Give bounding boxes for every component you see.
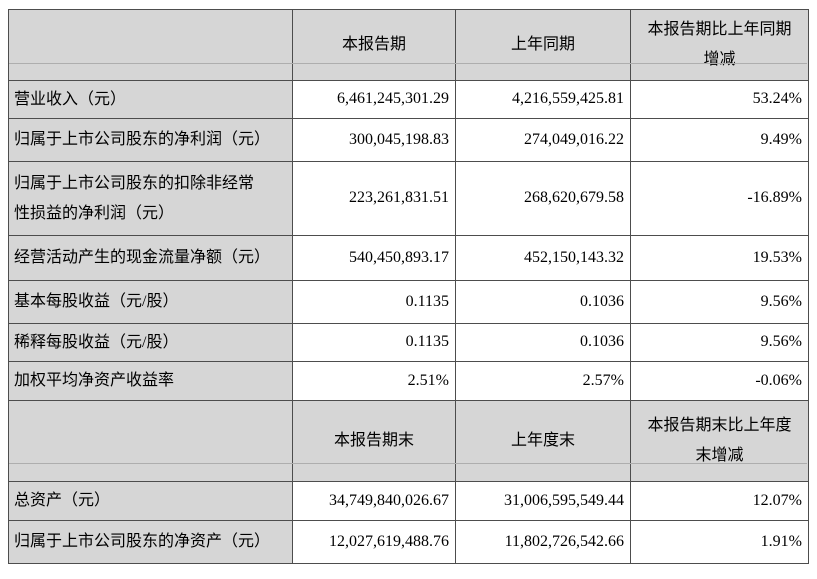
financial-summary-table: 本报告期 上年同期 本报告期比上年同期 增减 营业收入（元） 6,461,245… xyxy=(8,9,809,564)
header-empty-cell xyxy=(8,400,293,482)
value-current-period: 0.1135 xyxy=(292,280,456,324)
table-row-net-profit: 归属于上市公司股东的净利润（元） 300,045,198.83 274,049,… xyxy=(8,118,809,162)
value-prior-period: 452,150,143.32 xyxy=(455,235,631,281)
table-row-net-profit-excl-nonrecurring: 归属于上市公司股东的扣除非经常 性损益的净利润（元） 223,261,831.5… xyxy=(8,161,809,236)
value-prior-period: 0.1036 xyxy=(455,280,631,324)
header-prior-year-end: 上年度末 xyxy=(455,400,631,482)
value-change: 12.07% xyxy=(630,481,809,521)
table-row-weighted-avg-roe: 加权平均净资产收益率 2.51% 2.57% -0.06% xyxy=(8,361,809,401)
header-empty-cell xyxy=(8,9,293,81)
value-current-period: 0.1135 xyxy=(292,323,456,362)
value-prior-period: 2.57% xyxy=(455,361,631,401)
header-prior-period: 上年同期 xyxy=(455,9,631,81)
value-change: -16.89% xyxy=(630,161,809,236)
value-change: 19.53% xyxy=(630,235,809,281)
value-current-period: 223,261,831.51 xyxy=(292,161,456,236)
header-period-end-change: 本报告期末比上年度 末增减 xyxy=(630,400,809,482)
row-label: 总资产（元） xyxy=(8,481,293,521)
row-label: 归属于上市公司股东的扣除非经常 性损益的净利润（元） xyxy=(8,161,293,236)
value-prior-period: 31,006,595,549.44 xyxy=(455,481,631,521)
table-row-net-assets: 归属于上市公司股东的净资产（元） 12,027,619,488.76 11,80… xyxy=(8,520,809,564)
row-label: 基本每股收益（元/股） xyxy=(8,280,293,324)
value-prior-period: 0.1036 xyxy=(455,323,631,362)
table-row-diluted-eps: 稀释每股收益（元/股） 0.1135 0.1036 9.56% xyxy=(8,323,809,362)
row-label: 经营活动产生的现金流量净额（元） xyxy=(8,235,293,281)
period-header-row: 本报告期 上年同期 本报告期比上年同期 增减 xyxy=(8,9,809,81)
header-current-period: 本报告期 xyxy=(292,9,456,81)
value-change: 53.24% xyxy=(630,80,809,119)
value-current-period: 6,461,245,301.29 xyxy=(292,80,456,119)
table-row-total-assets: 总资产（元） 34,749,840,026.67 31,006,595,549.… xyxy=(8,481,809,521)
value-change: 9.56% xyxy=(630,280,809,324)
value-change: 1.91% xyxy=(630,520,809,564)
value-change: 9.56% xyxy=(630,323,809,362)
row-label: 营业收入（元） xyxy=(8,80,293,119)
value-current-period: 12,027,619,488.76 xyxy=(292,520,456,564)
table-row-operating-cash-flow: 经营活动产生的现金流量净额（元） 540,450,893.17 452,150,… xyxy=(8,235,809,281)
value-prior-period: 268,620,679.58 xyxy=(455,161,631,236)
row-label: 稀释每股收益（元/股） xyxy=(8,323,293,362)
table-row-basic-eps: 基本每股收益（元/股） 0.1135 0.1036 9.56% xyxy=(8,280,809,324)
value-prior-period: 11,802,726,542.66 xyxy=(455,520,631,564)
value-current-period: 2.51% xyxy=(292,361,456,401)
value-change: -0.06% xyxy=(630,361,809,401)
row-label: 归属于上市公司股东的净资产（元） xyxy=(8,520,293,564)
row-label: 归属于上市公司股东的净利润（元） xyxy=(8,118,293,162)
value-prior-period: 4,216,559,425.81 xyxy=(455,80,631,119)
header-current-period-end: 本报告期末 xyxy=(292,400,456,482)
row-label: 加权平均净资产收益率 xyxy=(8,361,293,401)
value-current-period: 300,045,198.83 xyxy=(292,118,456,162)
value-current-period: 540,450,893.17 xyxy=(292,235,456,281)
period-end-header-row: 本报告期末 上年度末 本报告期末比上年度 末增减 xyxy=(8,400,809,482)
financial-summary-table-wrap: 本报告期 上年同期 本报告期比上年同期 增减 营业收入（元） 6,461,245… xyxy=(8,9,809,564)
value-current-period: 34,749,840,026.67 xyxy=(292,481,456,521)
header-period-change: 本报告期比上年同期 增减 xyxy=(630,9,809,81)
value-change: 9.49% xyxy=(630,118,809,162)
table-row-operating-revenue: 营业收入（元） 6,461,245,301.29 4,216,559,425.8… xyxy=(8,80,809,119)
value-prior-period: 274,049,016.22 xyxy=(455,118,631,162)
